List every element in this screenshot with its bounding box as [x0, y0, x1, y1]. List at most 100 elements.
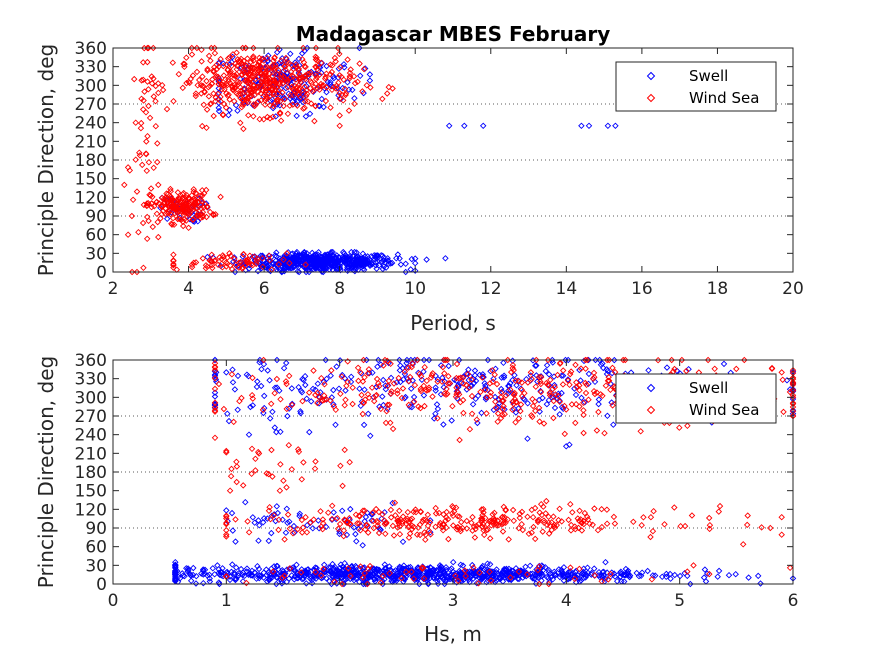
- bottom-wind-sea-point: [312, 458, 319, 465]
- bottom-wind-sea-point: [405, 364, 412, 371]
- bottom-wind-sea-point: [428, 371, 436, 379]
- top-wind-sea-point: [237, 87, 245, 94]
- top-wind-sea-point: [312, 102, 319, 110]
- bottom-wind-sea-point: [537, 380, 545, 388]
- bottom-y-tick-label: 60: [85, 538, 107, 558]
- bottom-swell-point: [396, 356, 403, 364]
- top-wind-sea-point: [164, 190, 172, 198]
- top-swell-point: [362, 257, 369, 264]
- top-wind-sea-point: [247, 261, 255, 268]
- bottom-swell-point: [382, 382, 389, 389]
- top-wind-sea-point: [170, 262, 177, 269]
- bottom-wind-sea-point: [603, 356, 611, 364]
- bottom-wind-sea-point: [434, 415, 441, 422]
- bottom-swell-point: [539, 571, 546, 579]
- bottom-wind-sea-point: [510, 391, 518, 399]
- bottom-swell-point: [265, 537, 273, 545]
- top-wind-sea-point: [327, 61, 334, 68]
- bottom-swell-point: [474, 392, 482, 400]
- bottom-wind-sea-point: [442, 356, 449, 364]
- bottom-swell-point: [478, 576, 485, 583]
- bottom-wind-sea-point: [211, 434, 219, 442]
- bottom-wind-sea-point: [260, 356, 267, 364]
- bottom-swell-point: [192, 580, 200, 587]
- bottom-wind-sea-point: [706, 570, 713, 578]
- bottom-swell-point: [610, 421, 617, 428]
- bottom-wind-sea-point: [668, 356, 675, 364]
- bottom-wind-sea-point: [300, 459, 307, 466]
- bottom-legend-windsea-marker: [646, 405, 656, 415]
- top-swell-point: [282, 84, 290, 92]
- top-wind-sea-point: [220, 82, 227, 89]
- top-wind-sea-point: [169, 214, 177, 222]
- bottom-wind-sea-point: [450, 508, 458, 515]
- bottom-wind-sea-point: [319, 525, 326, 533]
- top-swell-point: [359, 265, 367, 273]
- bottom-wind-sea-point: [311, 465, 319, 472]
- bottom-wind-sea-point: [515, 415, 523, 422]
- bottom-swell-point: [503, 565, 510, 573]
- bottom-swell-point: [184, 565, 192, 572]
- top-swell-point: [340, 255, 348, 262]
- top-wind-sea-point: [329, 62, 336, 69]
- bottom-swell-point: [307, 398, 315, 405]
- top-wind-sea-point: [143, 167, 151, 175]
- bottom-swell-point: [282, 359, 290, 367]
- bottom-swell-point: [350, 524, 358, 531]
- bottom-wind-sea-point: [457, 518, 465, 526]
- bottom-wind-sea-point: [768, 365, 776, 373]
- top-wind-sea-point: [175, 207, 183, 215]
- bottom-swell-point: [235, 572, 242, 579]
- bottom-swell-point: [725, 571, 733, 579]
- bottom-wind-sea-point: [281, 572, 288, 580]
- bottom-wind-sea-point: [711, 365, 718, 373]
- bottom-wind-sea-point: [303, 529, 311, 536]
- top-swell-point: [257, 252, 265, 259]
- top-wind-sea-point: [181, 209, 188, 216]
- bottom-swell-point: [283, 505, 291, 513]
- bottom-swell-point: [347, 505, 354, 513]
- bottom-swell-point: [216, 571, 223, 579]
- bottom-swell-point: [549, 356, 556, 364]
- bottom-swell-point: [441, 569, 448, 576]
- bottom-swell-point: [309, 525, 317, 532]
- top-swell-point: [307, 261, 315, 268]
- bottom-wind-sea-point: [593, 389, 601, 396]
- top-wind-sea-point: [239, 90, 246, 97]
- bottom-wind-sea-point: [690, 562, 697, 569]
- bottom-wind-sea-point: [576, 565, 583, 573]
- bottom-wind-sea-point: [379, 572, 387, 580]
- bottom-wind-sea-point: [484, 526, 492, 533]
- top-swell-point: [411, 255, 419, 262]
- bottom-wind-sea-point: [361, 374, 368, 381]
- bottom-wind-sea-point: [525, 530, 533, 538]
- bottom-swell-point: [302, 381, 309, 389]
- bottom-wind-sea-point: [443, 524, 450, 531]
- bottom-wind-sea-point: [512, 419, 519, 426]
- bottom-wind-sea-point: [591, 572, 599, 579]
- bottom-wind-sea-point: [395, 374, 402, 382]
- bottom-swell-point: [361, 386, 368, 393]
- top-wind-sea-point: [185, 200, 193, 208]
- bottom-wind-sea-point: [252, 455, 259, 463]
- top-wind-sea-point: [207, 100, 215, 107]
- bottom-swell-point: [358, 574, 366, 582]
- top-wind-sea-point: [359, 88, 366, 95]
- bottom-wind-sea-point: [582, 356, 589, 364]
- bottom-wind-sea-point: [470, 564, 477, 571]
- bottom-wind-sea-point: [277, 461, 284, 468]
- top-wind-sea-point: [143, 138, 150, 145]
- top-wind-sea-point: [208, 44, 215, 52]
- bottom-swell-point: [187, 577, 195, 585]
- top-swell-point: [259, 252, 266, 259]
- bottom-swell-point: [258, 365, 265, 373]
- bottom-wind-sea-point: [497, 393, 505, 401]
- top-wind-sea-point: [192, 259, 200, 266]
- top-wind-sea-point: [148, 203, 155, 211]
- top-wind-sea-point: [227, 262, 234, 269]
- bottom-wind-sea-point: [575, 524, 582, 532]
- bottom-wind-sea-point: [550, 414, 557, 422]
- top-swell-point: [333, 265, 341, 272]
- bottom-wind-sea-point: [529, 413, 536, 421]
- bottom-swell-point: [577, 377, 584, 384]
